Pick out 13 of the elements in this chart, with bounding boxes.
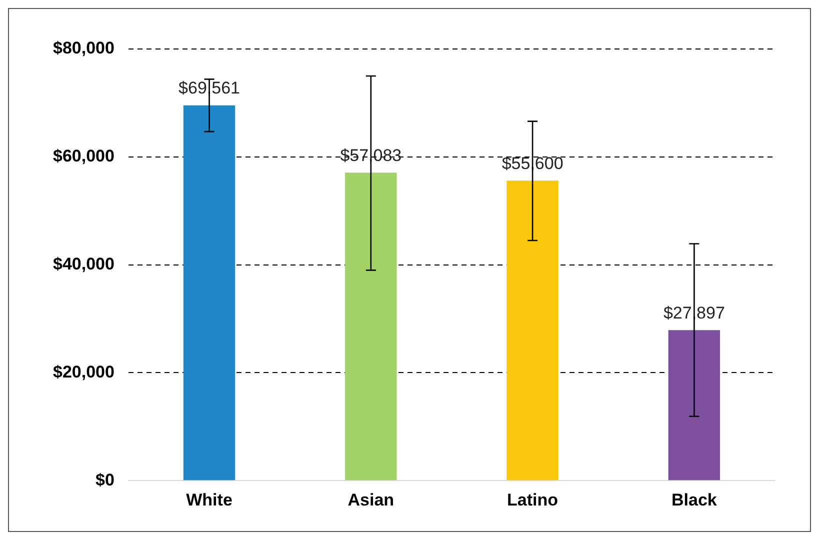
x-tick-label: White — [186, 490, 232, 510]
y-tick-label: $20,000 — [53, 362, 114, 382]
bar — [345, 172, 397, 480]
bar — [506, 180, 558, 480]
y-tick-label: $40,000 — [53, 254, 114, 274]
y-tick-label: $0 — [96, 470, 114, 490]
bar — [183, 105, 236, 480]
bar — [668, 330, 720, 480]
y-tick-label: $80,000 — [53, 38, 114, 58]
x-tick-label: Latino — [507, 490, 558, 510]
x-tick-label: Black — [671, 490, 718, 510]
y-tick-label: $60,000 — [53, 146, 114, 166]
x-tick-label: Asian — [348, 490, 394, 510]
